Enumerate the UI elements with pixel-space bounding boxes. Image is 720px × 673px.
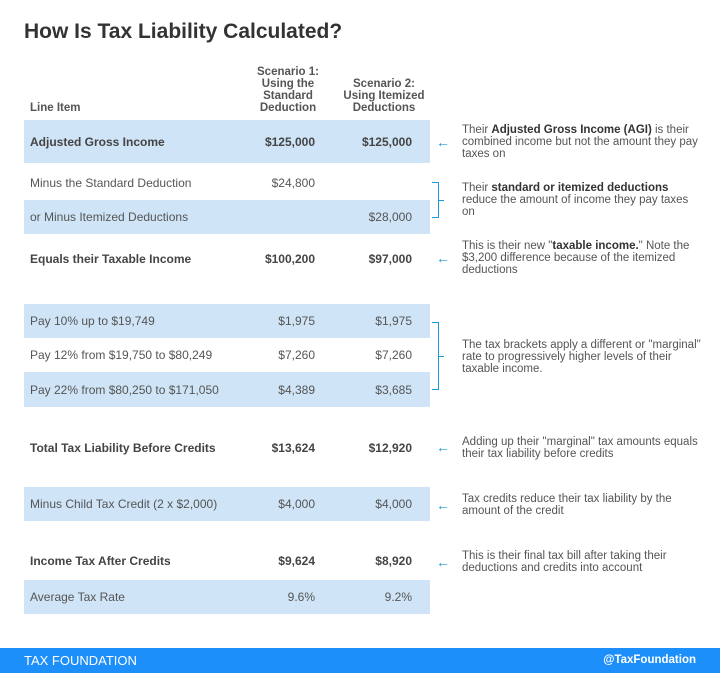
note-final: This is their final tax bill after takin… xyxy=(462,550,667,574)
header-text: Scenario 1: xyxy=(257,66,319,78)
brand-logo-text: TAX FOUNDATION xyxy=(24,653,137,668)
arrow-left-icon: ← xyxy=(436,250,450,266)
note-credits: Tax credits reduce their tax liability b… xyxy=(462,493,672,517)
header-text: Deductions xyxy=(352,102,416,114)
table-row: Pay 12% from $19,750 to $80,249 $7,260 $… xyxy=(24,338,430,372)
row-label: Pay 22% from $80,250 to $171,050 xyxy=(30,382,219,397)
row-label: Average Tax Rate xyxy=(30,590,125,604)
note-text: This is their new " xyxy=(462,240,553,252)
header-scenario-2: Scenario 2: Using Itemized Deductions xyxy=(334,78,434,114)
social-handle: @TaxFoundation xyxy=(603,654,696,666)
arrow-left-icon: ← xyxy=(436,439,450,455)
arrow-left-icon: ← xyxy=(436,497,450,513)
note-text: " Note the $3,200 difference because of … xyxy=(462,240,690,276)
scenario-2-value: $28,000 xyxy=(368,210,412,224)
table-row: Minus the Standard Deduction $24,800 xyxy=(24,166,430,200)
note-text: reduce the amount of income they pay tax… xyxy=(462,194,689,218)
scenario-2-value: $97,000 xyxy=(368,251,412,266)
header-text: Scenario 2: xyxy=(353,78,415,90)
page-title: How Is Tax Liability Calculated? xyxy=(24,20,343,43)
scenario-2-value: $12,920 xyxy=(368,440,412,455)
scenario-1-value: 9.6% xyxy=(287,590,315,604)
row-label: Minus Child Tax Credit (2 x $2,000) xyxy=(30,497,218,511)
scenario-1-value: $24,800 xyxy=(271,176,315,190)
scenario-2-value: $125,000 xyxy=(361,134,412,149)
table-row: or Minus Itemized Deductions $28,000 xyxy=(24,200,430,234)
note-taxable: This is their new "taxable income." Note… xyxy=(462,240,702,276)
scenario-1-value: $100,200 xyxy=(264,251,315,266)
row-label: Minus the Standard Deduction xyxy=(30,176,192,190)
header-text: Standard xyxy=(263,90,313,102)
row-label: or Minus Itemized Deductions xyxy=(30,210,189,224)
row-label: Total Tax Liability Before Credits xyxy=(30,440,216,455)
table-row: Income Tax After Credits $9,624 $8,920 xyxy=(24,541,430,580)
bracket-icon xyxy=(432,322,444,390)
row-label: Equals their Taxable Income xyxy=(30,251,192,266)
header-scenario-1: Scenario 1: Using the Standard Deduction xyxy=(248,66,328,114)
scenario-1-value: $9,624 xyxy=(278,553,315,568)
scenario-2-value: 9.2% xyxy=(384,590,412,604)
scenario-1-value: $1,975 xyxy=(278,314,315,328)
note-text: is their combined income but not the amo… xyxy=(462,124,698,160)
table-row: Pay 10% up to $19,749 $1,975 $1,975 xyxy=(24,304,430,338)
note-emphasis: standard or itemized deductions xyxy=(491,182,669,194)
scenario-2-value: $7,260 xyxy=(375,348,412,362)
scenario-1-value: $13,624 xyxy=(271,440,315,455)
scenario-2-value: $4,000 xyxy=(375,497,412,511)
arrow-left-icon: ← xyxy=(436,554,450,570)
table-row: Minus Child Tax Credit (2 x $2,000) $4,0… xyxy=(24,487,430,521)
row-label: Pay 10% up to $19,749 xyxy=(30,314,155,328)
footer-bar: TAX FOUNDATION @TaxFoundation xyxy=(0,648,720,673)
scenario-2-value: $8,920 xyxy=(375,553,412,568)
note-text: Their xyxy=(462,124,492,136)
note-deductions: Their standard or itemized deductions re… xyxy=(462,182,702,218)
scenario-2-value: $1,975 xyxy=(375,314,412,328)
header-line-item: Line Item xyxy=(30,102,81,114)
header-text: Using Itemized xyxy=(343,90,425,102)
table-row: Pay 22% from $80,250 to $171,050 $4,389 … xyxy=(24,372,430,407)
table-row: Total Tax Liability Before Credits $13,6… xyxy=(24,426,430,469)
scenario-1-value: $4,000 xyxy=(278,497,315,511)
scenario-2-value: $3,685 xyxy=(375,382,412,397)
note-emphasis: Adjusted Gross Income (AGI) xyxy=(491,124,652,136)
note-agi: Their Adjusted Gross Income (AGI) is the… xyxy=(462,124,702,160)
row-label: Income Tax After Credits xyxy=(30,553,171,568)
arrow-left-icon: ← xyxy=(436,134,450,150)
header-text: Deduction xyxy=(259,102,317,114)
scenario-1-value: $7,260 xyxy=(278,348,315,362)
note-text: Their xyxy=(462,182,492,194)
bracket-icon xyxy=(432,182,444,218)
table-row: Average Tax Rate 9.6% 9.2% xyxy=(24,580,430,614)
table-row: Adjusted Gross Income $125,000 $125,000 xyxy=(24,120,430,163)
row-label: Pay 12% from $19,750 to $80,249 xyxy=(30,348,213,362)
table-row: Equals their Taxable Income $100,200 $97… xyxy=(24,237,430,280)
note-total: Adding up their "marginal" tax amounts e… xyxy=(462,436,698,460)
scenario-1-value: $4,389 xyxy=(278,382,315,397)
row-label: Adjusted Gross Income xyxy=(30,134,165,149)
header-text: Using the xyxy=(261,78,315,90)
scenario-1-value: $125,000 xyxy=(264,134,315,149)
note-brackets: The tax brackets apply a different or "m… xyxy=(462,339,701,375)
note-emphasis: taxable income. xyxy=(552,240,639,252)
